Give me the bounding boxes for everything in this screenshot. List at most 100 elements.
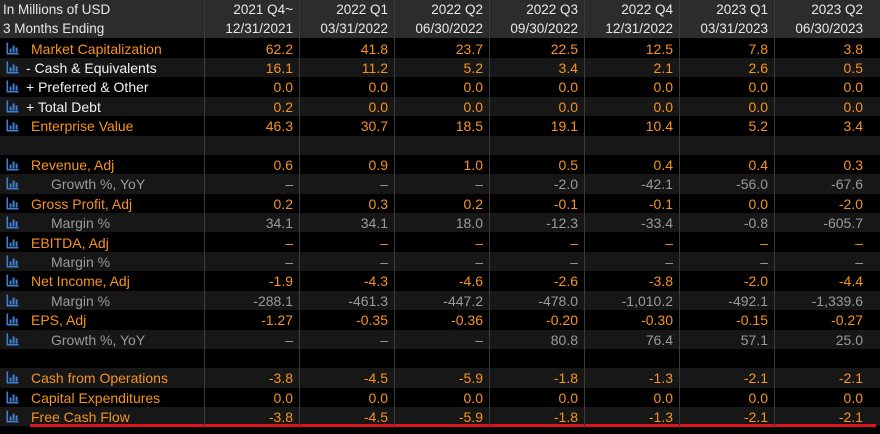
value-cell[interactable]: – — [475, 331, 483, 348]
column-header-quarter[interactable]: 2022 Q1 — [336, 2, 388, 17]
value-cell[interactable]: -492.1 — [728, 292, 768, 309]
value-cell[interactable]: 10.4 — [645, 118, 673, 135]
value-cell[interactable]: – — [380, 331, 388, 348]
row-label[interactable]: Net Income, Adj — [31, 273, 130, 290]
value-cell[interactable]: 16.1 — [265, 59, 293, 76]
column-header-quarter[interactable]: 2023 Q2 — [811, 2, 863, 17]
value-cell[interactable]: -2.6 — [553, 273, 578, 290]
table-row[interactable]: Cash from Operations -3.8 -4.5 -5.9 -1.8 -1.3… — [0, 368, 880, 388]
value-cell[interactable]: 0.0 — [653, 98, 673, 115]
bar-chart-icon[interactable] — [6, 216, 19, 229]
bar-chart-icon[interactable] — [6, 177, 19, 190]
bar-chart-icon[interactable] — [6, 391, 19, 404]
value-cell[interactable]: -2.0 — [743, 273, 768, 290]
value-cell[interactable]: 0.0 — [273, 389, 293, 406]
table-row[interactable]: EBITDA, Adj – – – – – – – — [0, 233, 880, 252]
value-cell[interactable]: -0.1 — [648, 195, 673, 212]
value-cell[interactable]: 0.0 — [748, 195, 768, 212]
value-cell[interactable]: – — [285, 331, 293, 348]
value-cell[interactable]: -67.6 — [831, 176, 863, 193]
row-label[interactable]: EPS, Adj — [31, 312, 87, 329]
value-cell[interactable]: – — [665, 234, 673, 251]
bar-chart-icon[interactable] — [6, 255, 19, 268]
value-cell[interactable]: 11.2 — [361, 59, 388, 76]
value-cell[interactable]: 0.0 — [748, 98, 768, 115]
value-cell[interactable]: – — [475, 234, 483, 251]
value-cell[interactable]: -0.1 — [553, 195, 578, 212]
value-cell[interactable]: 22.5 — [550, 40, 578, 57]
value-cell[interactable]: -447.2 — [443, 292, 483, 309]
column-header-quarter[interactable]: 2022 Q3 — [526, 2, 578, 17]
bar-chart-icon[interactable] — [6, 100, 19, 113]
value-cell[interactable]: 12.5 — [645, 40, 673, 57]
bar-chart-icon[interactable] — [6, 294, 19, 307]
value-cell[interactable]: -42.1 — [641, 176, 673, 193]
bar-chart-icon[interactable] — [6, 61, 19, 74]
value-cell[interactable]: – — [475, 253, 483, 270]
bar-chart-icon[interactable] — [6, 119, 19, 132]
value-cell[interactable]: -4.5 — [363, 370, 388, 387]
table-row[interactable]: Enterprise Value 46.3 30.7 18.5 19.1 10.4 5.2 3… — [0, 116, 880, 135]
value-cell[interactable]: 0.0 — [273, 79, 293, 96]
value-cell[interactable]: 0.5 — [843, 59, 863, 76]
value-cell[interactable]: 76.4 — [645, 331, 673, 348]
table-row[interactable]: Gross Profit, Adj 0.2 0.3 0.2 -0.1 -0.1 0.0 -2.… — [0, 194, 880, 213]
value-cell[interactable]: -2.1 — [743, 370, 768, 387]
value-cell[interactable]: -4.3 — [363, 273, 388, 290]
value-cell[interactable]: -3.8 — [648, 273, 673, 290]
value-cell[interactable]: 80.8 — [550, 331, 578, 348]
column-header-quarter[interactable]: 2021 Q4~ — [233, 2, 293, 17]
value-cell[interactable]: 0.0 — [748, 79, 768, 96]
value-cell[interactable]: -1.3 — [648, 409, 673, 426]
value-cell[interactable]: 0.0 — [558, 389, 578, 406]
value-cell[interactable]: -1.8 — [553, 409, 578, 426]
value-cell[interactable]: 34.1 — [265, 215, 293, 232]
table-row[interactable]: Net Income, Adj -1.9 -4.3 -4.6 -2.6 -3.8 -2.0 -… — [0, 271, 880, 290]
value-cell[interactable]: – — [760, 234, 768, 251]
value-cell[interactable]: -478.0 — [538, 292, 578, 309]
table-row[interactable]: + Total Debt 0.2 0.0 0.0 0.0 0.0 0.0 0.0 — [0, 96, 880, 117]
bar-chart-icon[interactable] — [6, 80, 19, 93]
row-label[interactable]: Gross Profit, Adj — [31, 195, 133, 212]
value-cell[interactable]: -0.36 — [451, 312, 483, 329]
value-cell[interactable]: 0.0 — [463, 98, 483, 115]
value-cell[interactable]: -2.0 — [838, 195, 863, 212]
table-row[interactable]: - Cash & Equivalents 16.1 11.2 5.2 3.4 2.1 2.6… — [0, 57, 880, 78]
bar-chart-icon[interactable] — [6, 236, 19, 249]
value-cell[interactable]: -1.9 — [268, 273, 293, 290]
value-cell[interactable]: -3.8 — [268, 409, 293, 426]
bar-chart-icon[interactable] — [6, 197, 19, 210]
value-cell[interactable]: – — [285, 176, 293, 193]
value-cell[interactable]: 41.8 — [360, 40, 388, 57]
value-cell[interactable]: 30.7 — [360, 118, 388, 135]
value-cell[interactable]: -1,010.2 — [621, 292, 673, 309]
bar-chart-icon[interactable] — [6, 42, 19, 55]
value-cell[interactable]: 19.1 — [550, 118, 578, 135]
value-cell[interactable]: 3.4 — [558, 59, 578, 76]
value-cell[interactable]: – — [380, 253, 388, 270]
value-cell[interactable]: 0.0 — [558, 98, 578, 115]
value-cell[interactable]: -33.4 — [641, 215, 673, 232]
value-cell[interactable]: -0.27 — [831, 312, 863, 329]
value-cell[interactable]: 18.5 — [455, 118, 483, 135]
value-cell[interactable]: -4.6 — [458, 273, 483, 290]
value-cell[interactable]: – — [380, 234, 388, 251]
value-cell[interactable]: -2.1 — [838, 370, 863, 387]
value-cell[interactable]: – — [570, 234, 578, 251]
value-cell[interactable]: -1.3 — [648, 370, 673, 387]
value-cell[interactable]: – — [475, 176, 483, 193]
value-cell[interactable]: 0.3 — [843, 156, 863, 173]
value-cell[interactable]: 0.0 — [368, 98, 388, 115]
value-cell[interactable]: -4.4 — [838, 273, 863, 290]
value-cell[interactable]: -0.30 — [641, 312, 673, 329]
bar-chart-icon[interactable] — [6, 313, 19, 326]
row-label[interactable]: Enterprise Value — [31, 118, 134, 135]
value-cell[interactable]: 0.4 — [653, 156, 673, 173]
value-cell[interactable]: -0.35 — [356, 312, 388, 329]
value-cell[interactable]: 0.0 — [558, 79, 578, 96]
value-cell[interactable]: 0.9 — [368, 156, 388, 173]
table-row[interactable]: Free Cash Flow -3.8 -4.5 -5.9 -1.8 -1.3 -2.1 -2… — [0, 407, 880, 427]
value-cell[interactable]: 0.0 — [843, 79, 863, 96]
value-cell[interactable]: -2.1 — [838, 409, 863, 426]
value-cell[interactable]: 0.5 — [558, 156, 578, 173]
